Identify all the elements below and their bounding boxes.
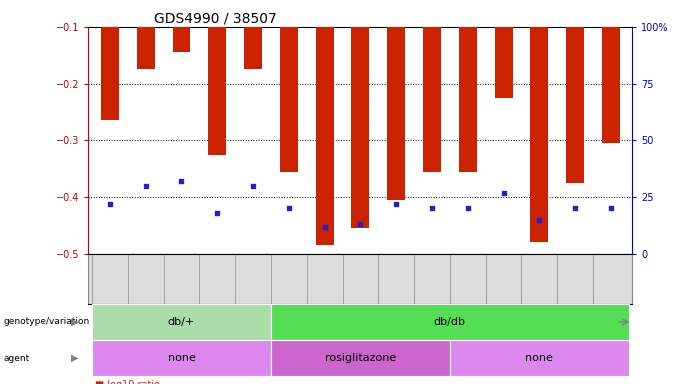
Bar [208,0,226,154]
Text: rosiglitazone: rosiglitazone [325,353,396,363]
Text: ▶: ▶ [71,353,79,363]
Bar [423,0,441,172]
Point [140,183,151,189]
Point [605,205,616,212]
Point [426,205,437,212]
Bar [244,0,262,70]
Bar [566,0,584,183]
Bar [280,0,298,172]
Bar [450,340,629,376]
Point [391,201,402,207]
Bar [530,0,548,242]
Point [176,178,187,184]
Text: GDS4990 / 38507: GDS4990 / 38507 [154,12,277,26]
Bar [459,0,477,172]
Point [248,183,258,189]
Point [284,205,294,212]
Point [462,205,473,212]
Bar [173,0,190,52]
Point [355,221,366,227]
Text: ■ log10 ratio: ■ log10 ratio [95,380,160,384]
Point [319,223,330,230]
Bar [602,0,620,143]
Text: none: none [526,353,554,363]
Bar [101,0,119,121]
Bar [352,0,369,228]
Bar [271,304,629,340]
Text: agent: agent [3,354,30,362]
Point [105,201,116,207]
Point [498,189,509,195]
Point [534,217,545,223]
Text: db/db: db/db [434,317,466,327]
Bar [137,0,154,70]
Text: genotype/variation: genotype/variation [3,317,90,326]
Bar [316,0,334,245]
Bar [494,0,513,98]
Text: none: none [167,353,195,363]
Text: ▶: ▶ [71,317,79,327]
Text: db/+: db/+ [168,317,195,327]
Bar [387,0,405,200]
Point [570,205,581,212]
Point [211,210,222,216]
Bar [92,304,271,340]
Bar [92,340,271,376]
Bar [271,340,450,376]
